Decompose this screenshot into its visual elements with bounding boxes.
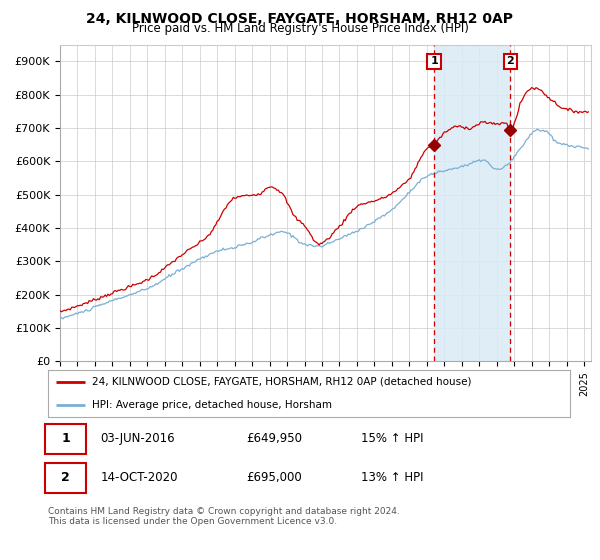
Bar bbox=[434, 45, 511, 361]
Text: 24, KILNWOOD CLOSE, FAYGATE, HORSHAM, RH12 0AP: 24, KILNWOOD CLOSE, FAYGATE, HORSHAM, RH… bbox=[86, 12, 514, 26]
Text: 03-JUN-2016: 03-JUN-2016 bbox=[100, 432, 175, 445]
Text: Price paid vs. HM Land Registry's House Price Index (HPI): Price paid vs. HM Land Registry's House … bbox=[131, 22, 469, 35]
Text: 2: 2 bbox=[506, 57, 514, 67]
Text: Contains HM Land Registry data © Crown copyright and database right 2024.
This d: Contains HM Land Registry data © Crown c… bbox=[48, 507, 400, 526]
FancyBboxPatch shape bbox=[46, 423, 86, 454]
Text: 1: 1 bbox=[430, 57, 438, 67]
FancyBboxPatch shape bbox=[46, 463, 86, 493]
Text: £649,950: £649,950 bbox=[247, 432, 302, 445]
Text: 13% ↑ HPI: 13% ↑ HPI bbox=[361, 472, 424, 484]
Text: 14-OCT-2020: 14-OCT-2020 bbox=[100, 472, 178, 484]
Text: 1: 1 bbox=[61, 432, 70, 445]
Text: £695,000: £695,000 bbox=[247, 472, 302, 484]
Text: 15% ↑ HPI: 15% ↑ HPI bbox=[361, 432, 424, 445]
Text: 2: 2 bbox=[61, 472, 70, 484]
Text: 24, KILNWOOD CLOSE, FAYGATE, HORSHAM, RH12 0AP (detached house): 24, KILNWOOD CLOSE, FAYGATE, HORSHAM, RH… bbox=[92, 377, 472, 387]
Text: HPI: Average price, detached house, Horsham: HPI: Average price, detached house, Hors… bbox=[92, 400, 332, 410]
